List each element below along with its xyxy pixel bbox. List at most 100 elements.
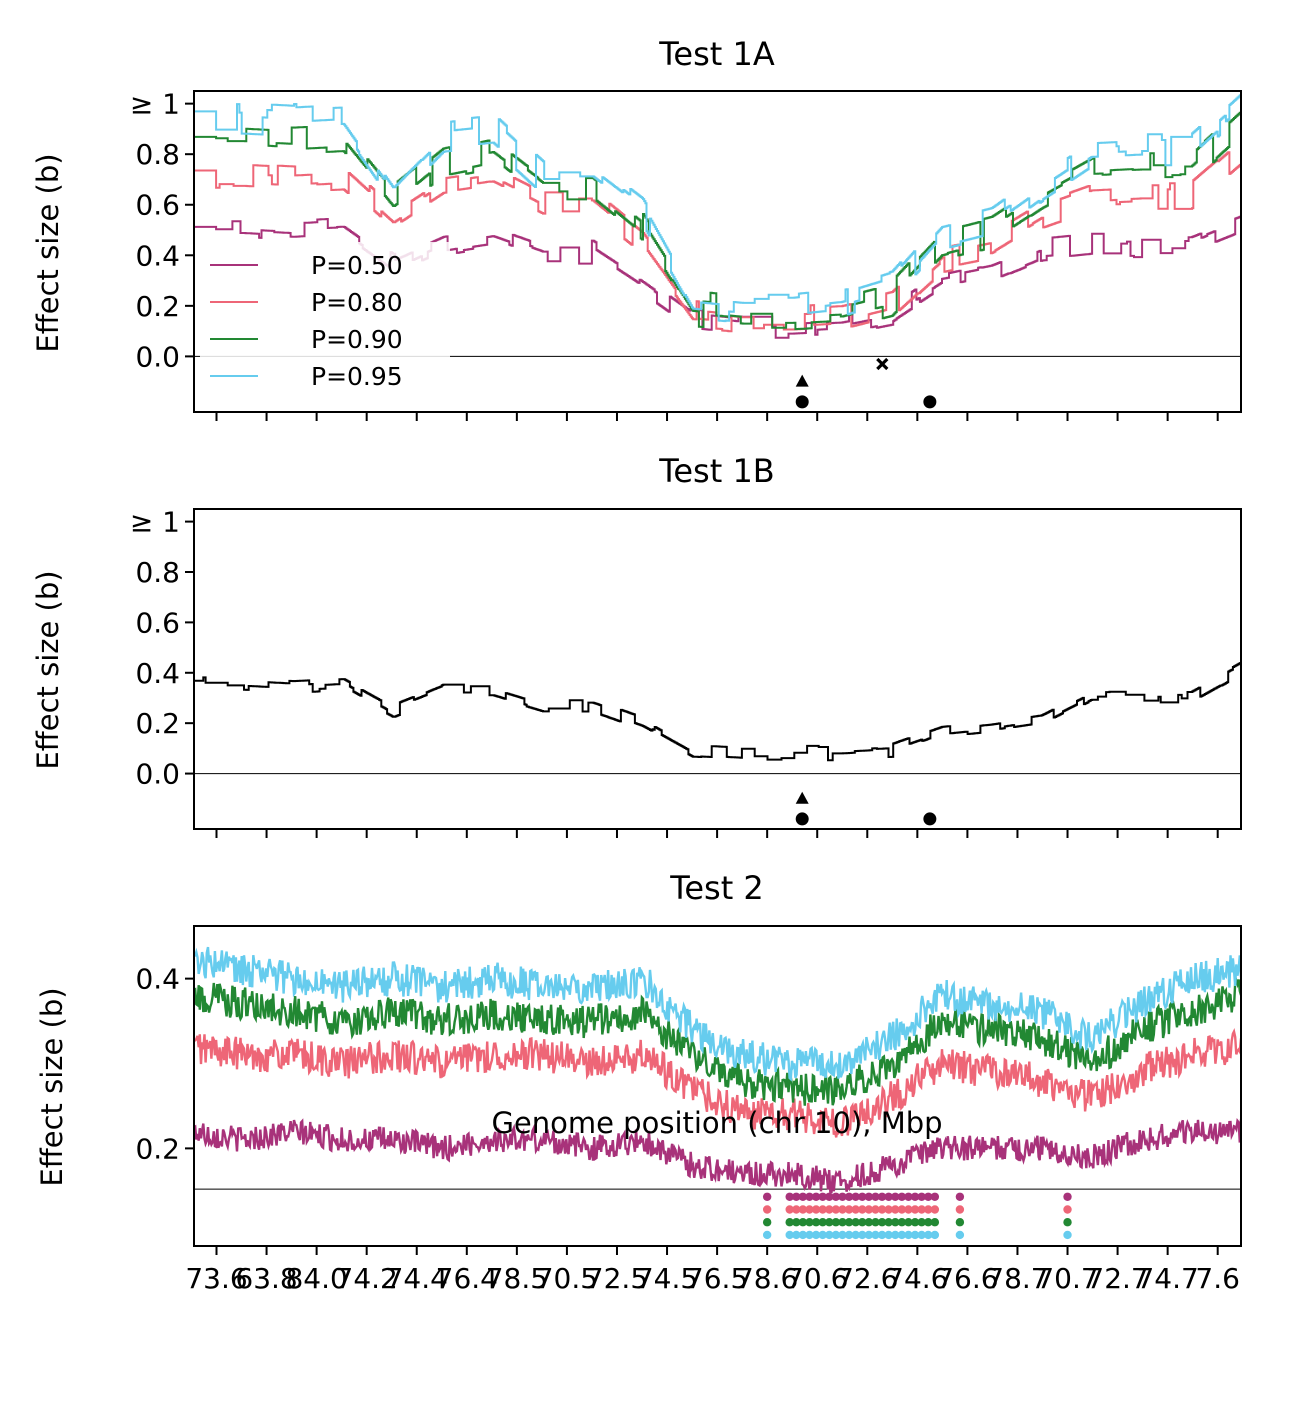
marker-triangle xyxy=(795,791,809,804)
region-dot xyxy=(838,1218,847,1227)
region-dot xyxy=(792,1218,801,1227)
legend-label: P=0.50 xyxy=(311,251,403,280)
region-dot xyxy=(871,1218,880,1227)
region-dot xyxy=(924,1205,933,1214)
marker-circle xyxy=(795,812,809,826)
region-dot xyxy=(955,1218,965,1227)
region-dot xyxy=(897,1192,907,1201)
x-tick-label: 70.7 xyxy=(1036,1262,1098,1295)
region-dot xyxy=(831,1205,841,1214)
region-dot xyxy=(1063,1230,1072,1240)
region-dot xyxy=(811,1218,821,1227)
region-dot xyxy=(1063,1205,1072,1214)
x-tick-label: 74.6 xyxy=(886,1262,948,1295)
y-axis-label: Effect size (b) xyxy=(31,570,65,769)
series-line-P=0.95 xyxy=(194,94,1241,323)
region-dot xyxy=(877,1192,887,1201)
region-dot xyxy=(762,1230,772,1240)
region-dot xyxy=(798,1192,808,1201)
region-dot xyxy=(930,1230,940,1240)
y-tick-label: ≥ 1 xyxy=(130,88,180,121)
series-group xyxy=(194,662,1241,775)
region-dot xyxy=(884,1230,893,1240)
region-dot xyxy=(884,1192,893,1201)
panel-title: Test 1B xyxy=(658,452,775,490)
x-tick-label: 63.8 xyxy=(235,1262,297,1295)
region-dot xyxy=(818,1205,827,1214)
region-dot xyxy=(851,1192,860,1201)
region-dot xyxy=(910,1192,920,1201)
region-dot xyxy=(871,1205,880,1214)
region-dot xyxy=(891,1230,900,1240)
x-tick-label: 73.6 xyxy=(185,1262,247,1295)
x-tick-label: 72.5 xyxy=(586,1262,648,1295)
region-dot xyxy=(811,1192,821,1201)
region-dot xyxy=(877,1205,887,1214)
y-tick-label: 0.8 xyxy=(135,556,180,589)
legend-label: P=0.95 xyxy=(311,362,403,391)
marker-triangle xyxy=(795,374,809,387)
region-dot xyxy=(851,1218,860,1227)
y-tick-label: 0.2 xyxy=(135,290,180,323)
x-tick-label: 70.5 xyxy=(536,1262,598,1295)
x-tick-label: 84.0 xyxy=(285,1262,347,1295)
region-dot xyxy=(805,1218,814,1227)
region-dot xyxy=(884,1205,893,1214)
panel-title: Test 2 xyxy=(669,869,764,907)
panel-test-1a: Test 1A Effect size (b) ≥ 1 0.8 0.6 0.4 0.2 0… xyxy=(31,35,1242,421)
series-line-P=0.80 xyxy=(194,151,1241,333)
x-tick-label: 76.6 xyxy=(936,1262,998,1295)
region-dot xyxy=(904,1205,913,1214)
x-tick-label: 76.5 xyxy=(686,1262,748,1295)
region-dot xyxy=(818,1192,827,1201)
region-dot xyxy=(930,1192,940,1201)
y-axis-label: Effect size (b) xyxy=(31,153,65,352)
region-dot xyxy=(785,1230,794,1240)
region-dot xyxy=(864,1230,874,1240)
region-dot xyxy=(864,1205,874,1214)
y-tick-label: 0.4 xyxy=(135,657,180,690)
plot-area: 0.4 0.2 xyxy=(135,925,1242,1255)
y-tick-label: ≥ 1 xyxy=(130,506,180,539)
y-axis-label: Effect size (b) xyxy=(35,987,69,1186)
region-dot xyxy=(924,1218,933,1227)
region-dot xyxy=(897,1205,907,1214)
region-dot xyxy=(762,1218,772,1227)
region-dot xyxy=(910,1205,920,1214)
x-axis-label: Genome position (chr 10), Mbp xyxy=(491,1106,942,1140)
region-dot xyxy=(818,1218,827,1227)
y-tick-label: 0.0 xyxy=(135,340,180,373)
region-dot xyxy=(858,1205,867,1214)
region-dot xyxy=(884,1218,893,1227)
y-tick-label: 0.4 xyxy=(135,239,180,272)
region-dot xyxy=(831,1192,841,1201)
region-dot xyxy=(871,1192,880,1201)
legend-label: P=0.90 xyxy=(311,325,403,354)
series-line-P=0.50 xyxy=(194,1117,1241,1194)
region-dot xyxy=(904,1192,913,1201)
region-dot xyxy=(930,1205,940,1214)
region-dot xyxy=(858,1192,867,1201)
x-tick-label: 74.5 xyxy=(636,1262,698,1295)
region-dot xyxy=(924,1192,933,1201)
plot-area: ≥ 1 0.8 0.6 0.4 0.2 0.0 xyxy=(130,506,1242,838)
region-dot xyxy=(825,1205,834,1214)
region-dot xyxy=(831,1230,841,1240)
legend: P=0.50 P=0.80 P=0.90 P=0.95 xyxy=(200,242,450,399)
x-tick-labels: 73.663.884.074.274.476.478.570.572.574.5… xyxy=(185,1262,1240,1295)
y-tick-label: 0.2 xyxy=(135,707,180,740)
region-dot xyxy=(891,1205,900,1214)
region-dot xyxy=(844,1205,854,1214)
x-tick-label: 74.7 xyxy=(1136,1262,1198,1295)
region-dot xyxy=(805,1205,814,1214)
region-dot xyxy=(930,1218,940,1227)
region-dot xyxy=(762,1192,772,1201)
region-dot xyxy=(798,1230,808,1240)
x-tick-label: 78.5 xyxy=(486,1262,548,1295)
y-tick-label: 0.4 xyxy=(135,963,180,996)
region-dot xyxy=(858,1218,867,1227)
region-dot xyxy=(917,1205,926,1214)
marker-circle xyxy=(923,812,937,826)
region-dot xyxy=(844,1230,854,1240)
